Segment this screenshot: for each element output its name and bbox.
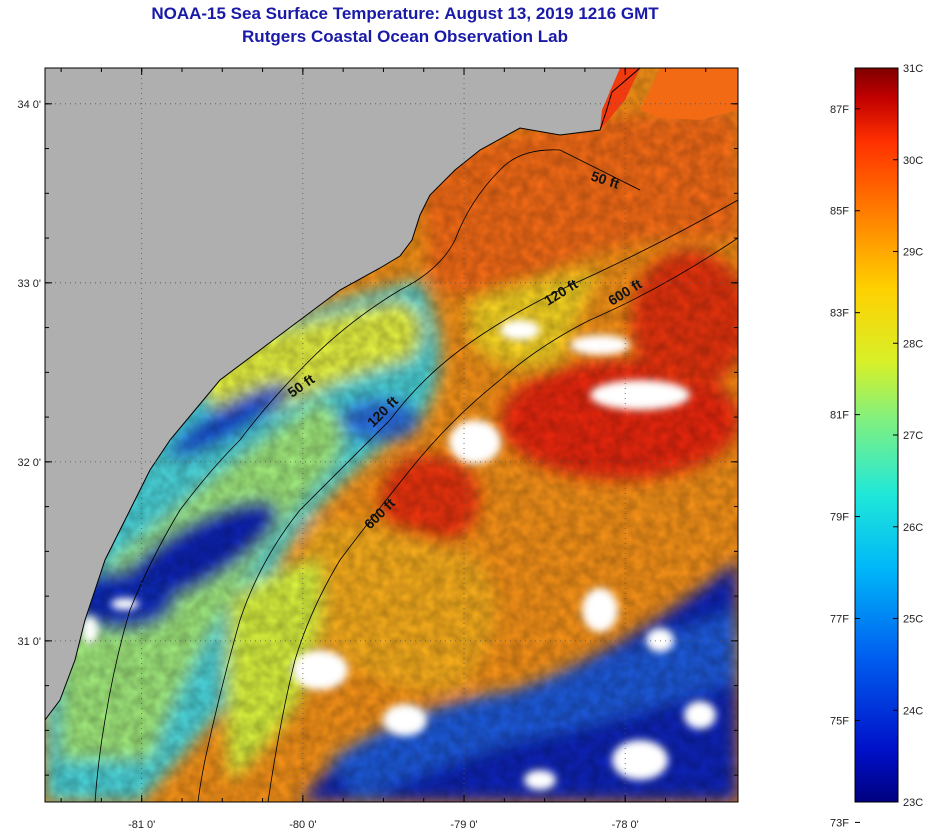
lon-tick-label: -80 0' [289, 819, 316, 831]
land-mass [45, 68, 640, 720]
colorbar-label-f: 79F [830, 512, 849, 524]
colorbar-label-c: 28C [903, 338, 923, 350]
graticule [45, 68, 738, 802]
colorbar-label-c: 30C [903, 155, 923, 167]
map-subtitle: Rutgers Coastal Ocean Observation Lab [242, 27, 568, 46]
latitude-labels: 34 0' 33 0' 32 0' 31 0' [17, 99, 41, 648]
colorbar: 87F 85F 83F 81F 79F 77F 75F 73F 31C 30C 29C 28C 27C… [830, 63, 923, 829]
colorbar-celsius-labels: 31C 30C 29C 28C 27C 26C 25C 24C 23C [893, 63, 923, 809]
colorbar-label-f: 75F [830, 715, 849, 727]
colorbar-label-f: 87F [830, 104, 849, 116]
colorbar-label-f: 81F [830, 410, 849, 422]
colorbar-label-c: 24C [903, 705, 923, 717]
colorbar-label-c: 27C [903, 430, 923, 442]
colorbar-label-c: 26C [903, 522, 923, 534]
longitude-labels: -81 0' -80 0' -79 0' -78 0' [128, 819, 639, 831]
colorbar-label-c: 25C [903, 614, 923, 626]
lon-tick-label: -81 0' [128, 819, 155, 831]
lat-tick-label: 32 0' [17, 457, 41, 469]
colorbar-label-c: 23C [903, 797, 923, 809]
colorbar-label-f: 73F [830, 817, 849, 829]
map-frame [44, 67, 739, 803]
colorbar-label-f: 83F [830, 308, 849, 320]
contour-600ft [267, 237, 738, 802]
map-title: NOAA-15 Sea Surface Temperature: August … [151, 4, 659, 23]
lat-tick-label: 34 0' [17, 99, 41, 111]
colorbar-label-c: 29C [903, 247, 923, 259]
lat-tick-label: 31 0' [17, 636, 41, 648]
colorbar-label-f: 85F [830, 206, 849, 218]
colorbar-gradient [855, 68, 898, 802]
contour-120ft [197, 199, 738, 802]
lat-tick-label: 33 0' [17, 278, 41, 290]
lon-tick-label: -79 0' [450, 819, 477, 831]
axis-ticks [45, 68, 738, 802]
colorbar-fahrenheit-labels: 87F 85F 83F 81F 79F 77F 75F 73F [830, 104, 860, 829]
contour-50ft [94, 149, 641, 802]
map-plot-area [45, 68, 738, 802]
colorbar-label-c: 31C [903, 63, 923, 75]
colorbar-label-f: 77F [830, 614, 849, 626]
coastline [45, 68, 641, 721]
lon-tick-label: -78 0' [612, 819, 639, 831]
cloud-masks [82, 320, 716, 790]
